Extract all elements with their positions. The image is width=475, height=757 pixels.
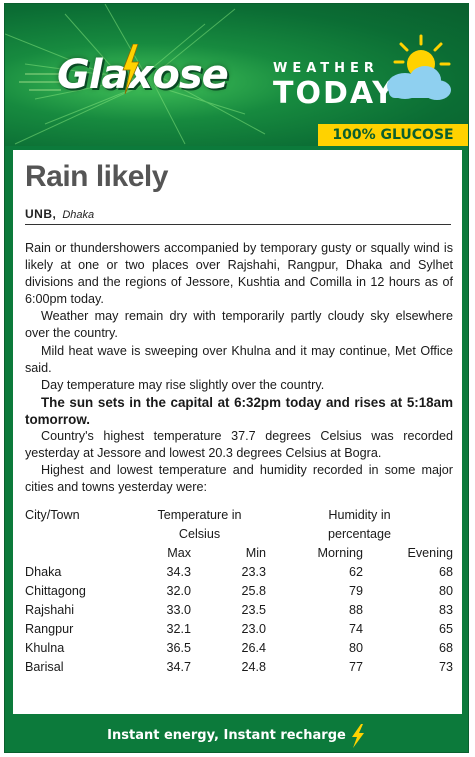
- table-row: Rajshahi 33.0 23.5 88 83: [25, 603, 453, 622]
- table-row: Rangpur 32.1 23.0 74 65: [25, 622, 453, 641]
- headline: Rain likely: [25, 160, 168, 193]
- byline-place: Dhaka: [62, 209, 95, 221]
- city-cell: Chittagong: [25, 584, 86, 598]
- min-cell: 26.4: [241, 641, 266, 655]
- morning-header: Morning: [317, 546, 364, 560]
- lightning-bolt-icon: [122, 44, 140, 94]
- table-row: Chittagong 32.0 25.8 79 80: [25, 584, 453, 603]
- lightning-bolt-icon: [351, 723, 364, 748]
- max-cell: 34.7: [166, 660, 191, 674]
- table-header-row: City/Town Temperature in Humidity in: [25, 508, 453, 527]
- evening-cell: 73: [438, 660, 453, 674]
- morning-cell: 62: [348, 565, 363, 579]
- min-cell: 23.5: [241, 603, 266, 617]
- temperature-header: Temperature in: [157, 508, 242, 522]
- table-row: Barisal 34.7 24.8 77 73: [25, 660, 453, 679]
- max-cell: 36.5: [166, 641, 191, 655]
- max-cell: 33.0: [166, 603, 191, 617]
- humidity-unit: percentage: [327, 527, 392, 541]
- byline: UNB, Dhaka: [25, 207, 451, 225]
- min-cell: 25.8: [241, 584, 266, 598]
- morning-cell: 80: [348, 641, 363, 655]
- weather-ad-frame: Glaxose WEATHER TODAY 100% GLUCOSE: [4, 3, 469, 753]
- table-row: Khulna 36.5 26.4 80 68: [25, 641, 453, 660]
- energy-lines-decoration: [5, 4, 266, 145]
- byline-agency: UNB,: [25, 207, 57, 221]
- morning-cell: 88: [348, 603, 363, 617]
- paragraph: Rain or thundershowers accompanied by te…: [25, 241, 453, 307]
- evening-cell: 68: [438, 641, 453, 655]
- city-cell: Dhaka: [25, 565, 62, 579]
- max-header: Max: [167, 546, 191, 560]
- paragraph: Country's highest temperature 37.7 degre…: [25, 429, 453, 461]
- temperature-unit: Celsius: [178, 527, 221, 541]
- city-header: City/Town: [25, 508, 80, 522]
- max-cell: 32.1: [166, 622, 191, 636]
- table-subheader-row: Max Min Morning Evening: [25, 546, 453, 565]
- brand-logo: Glaxose: [57, 52, 229, 98]
- city-cell: Rajshahi: [25, 603, 75, 617]
- city-cell: Khulna: [25, 641, 65, 655]
- evening-cell: 65: [438, 622, 453, 636]
- morning-cell: 79: [348, 584, 363, 598]
- table-row: Dhaka 34.3 23.3 62 68: [25, 565, 453, 584]
- glucose-tag: 100% GLUCOSE: [318, 124, 468, 146]
- today-label: TODAY: [273, 76, 396, 111]
- max-cell: 32.0: [166, 584, 191, 598]
- paragraph: Highest and lowest temperature and humid…: [25, 463, 453, 495]
- morning-cell: 77: [348, 660, 363, 674]
- evening-cell: 83: [438, 603, 453, 617]
- footer-tagline: Instant energy, Instant recharge: [5, 722, 468, 750]
- min-header: Min: [245, 546, 266, 560]
- min-cell: 23.3: [241, 565, 266, 579]
- weather-label: WEATHER: [273, 61, 379, 76]
- min-cell: 24.8: [241, 660, 266, 674]
- humidity-header: Humidity in: [328, 508, 391, 522]
- evening-cell: 68: [438, 565, 453, 579]
- morning-cell: 74: [348, 622, 363, 636]
- evening-header: Evening: [407, 546, 453, 560]
- article-body: Rain or thundershowers accompanied by te…: [25, 240, 453, 496]
- tagline-text: Instant energy, Instant recharge: [107, 728, 346, 743]
- city-cell: Rangpur: [25, 622, 74, 636]
- min-cell: 23.0: [241, 622, 266, 636]
- article-panel: Rain likely UNB, Dhaka Rain or thundersho…: [13, 150, 462, 714]
- sun-times-paragraph: The sun sets in the capital at 6:32pm to…: [25, 394, 453, 427]
- sun-cloud-icon: [387, 34, 451, 100]
- max-cell: 34.3: [166, 565, 191, 579]
- weather-table: City/Town Temperature in Humidity in Cel…: [25, 508, 453, 679]
- city-cell: Barisal: [25, 660, 64, 674]
- evening-cell: 80: [438, 584, 453, 598]
- paragraph: Day temperature may rise slightly over t…: [41, 377, 325, 392]
- table-header-row: Celsius percentage: [25, 527, 453, 546]
- sponsor-banner: Glaxose WEATHER TODAY 100% GLUCOSE: [5, 4, 468, 146]
- paragraph: Mild heat wave is sweeping over Khulna a…: [25, 343, 453, 375]
- paragraph: Weather may remain dry with temporarily …: [25, 309, 453, 341]
